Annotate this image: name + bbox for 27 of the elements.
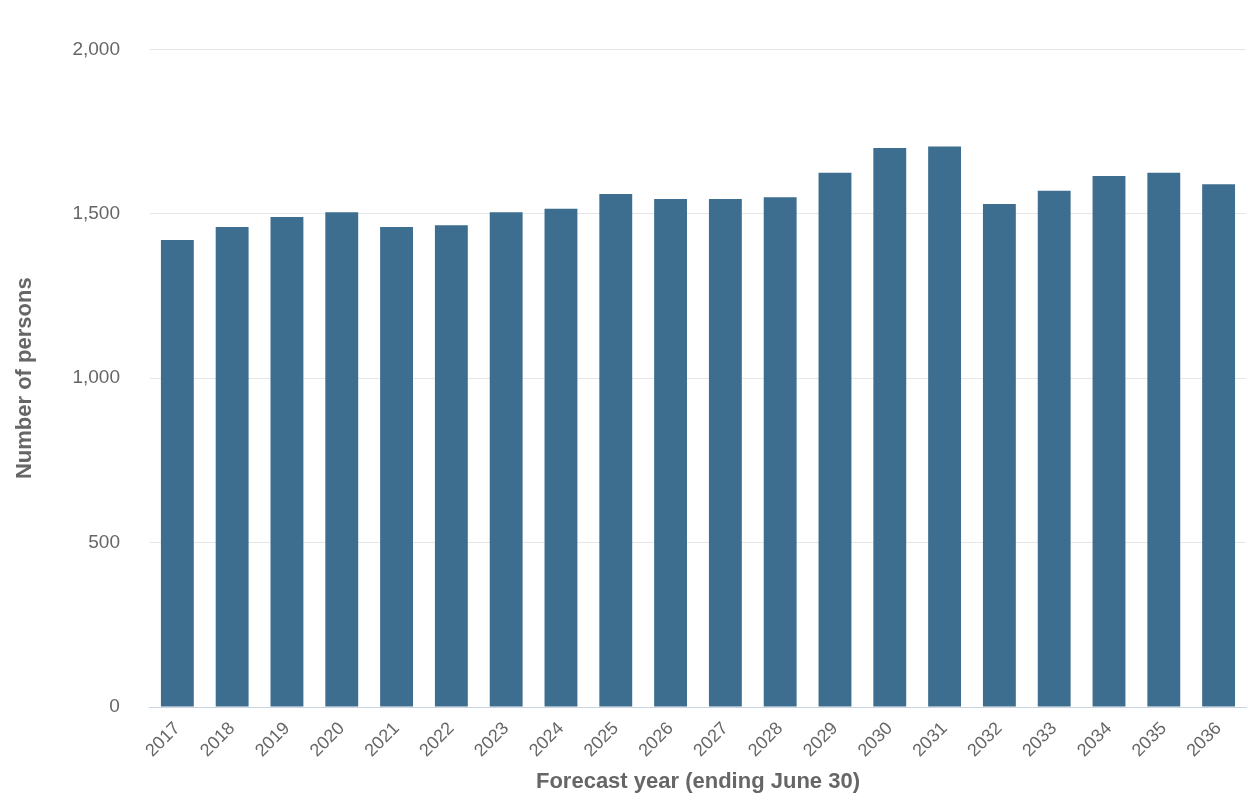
bar: [544, 208, 578, 707]
y-tick-label: 1,000: [72, 366, 120, 388]
y-axis-title: Number of persons: [11, 277, 37, 480]
bar: [380, 226, 413, 707]
bar: [763, 197, 797, 707]
bar: [215, 226, 249, 707]
bar: [325, 212, 359, 707]
bar: [708, 199, 742, 707]
bar: [489, 212, 523, 707]
bar: [1092, 175, 1126, 707]
bar: [270, 217, 304, 707]
y-tick-label: 2,000: [72, 37, 120, 59]
x-axis-title: Forecast year (ending June 30): [535, 767, 860, 793]
y-tick-label: 1,500: [72, 202, 120, 224]
y-tick-label: 500: [88, 530, 120, 552]
bar: [434, 225, 468, 707]
bar: [873, 148, 907, 707]
bar: [928, 146, 962, 707]
bar: [982, 203, 1016, 707]
bar: [654, 199, 688, 707]
bar: [160, 240, 194, 707]
bar: [818, 172, 852, 707]
bar: [1202, 184, 1236, 707]
bar: [1037, 190, 1071, 707]
bar: [599, 194, 633, 707]
bar: [1147, 172, 1181, 707]
y-tick-label: 0: [109, 695, 120, 717]
